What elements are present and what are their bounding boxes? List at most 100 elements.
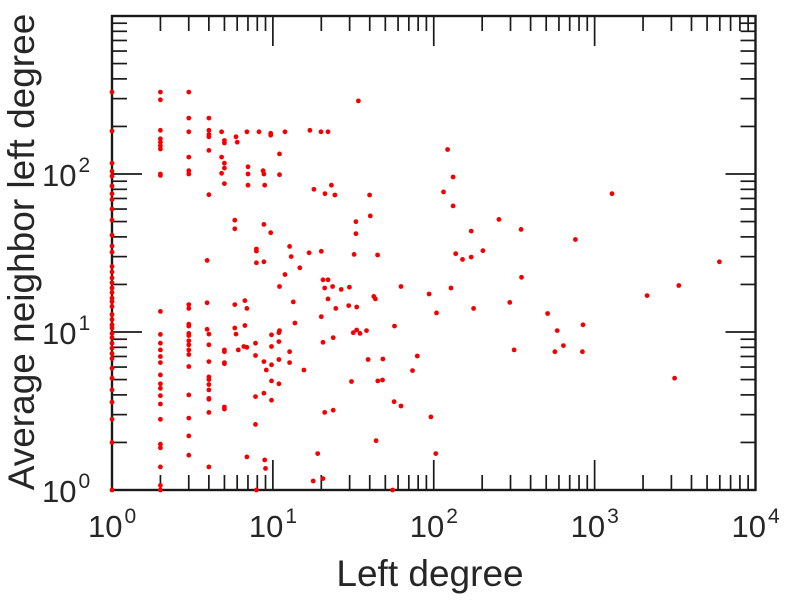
data-point	[158, 381, 163, 387]
data-point	[158, 136, 163, 142]
data-point	[109, 197, 115, 202]
data-point	[186, 302, 192, 307]
data-point	[186, 364, 192, 369]
data-point	[158, 393, 163, 399]
data-point	[186, 433, 192, 439]
x-tick-label: 100	[88, 505, 136, 544]
data-point	[206, 382, 212, 387]
data-point	[109, 340, 115, 346]
data-point	[158, 483, 163, 488]
data-point	[573, 237, 578, 242]
data-point	[206, 359, 212, 364]
data-point	[433, 451, 439, 456]
data-point	[269, 397, 274, 403]
data-point	[109, 217, 115, 223]
data-point	[109, 285, 115, 291]
data-point	[325, 277, 331, 283]
data-point	[450, 203, 456, 209]
data-point	[206, 115, 212, 121]
data-point	[219, 170, 225, 176]
data-point	[158, 416, 163, 422]
data-point	[109, 487, 115, 493]
data-point	[206, 342, 212, 348]
data-point	[234, 139, 240, 145]
data-point	[261, 259, 267, 265]
data-point	[253, 340, 258, 346]
data-point	[311, 186, 317, 192]
data-point	[206, 331, 212, 337]
data-point	[109, 128, 115, 134]
data-point	[158, 309, 163, 314]
data-point	[244, 454, 250, 460]
data-point	[261, 359, 267, 364]
data-point	[318, 129, 324, 135]
data-point	[276, 381, 282, 387]
data-point	[109, 168, 115, 174]
data-point	[254, 260, 259, 266]
data-point	[346, 303, 352, 308]
data-point	[109, 232, 115, 238]
data-point	[297, 265, 303, 271]
data-point	[109, 356, 115, 361]
data-point	[253, 353, 258, 358]
data-point	[186, 154, 192, 160]
data-point	[306, 250, 312, 256]
data-point	[186, 452, 192, 458]
data-point	[434, 310, 439, 316]
data-point	[398, 403, 404, 409]
data-point	[375, 378, 381, 384]
data-point	[414, 353, 420, 359]
data-point	[244, 344, 250, 350]
data-point	[244, 306, 250, 311]
data-point	[186, 323, 192, 329]
data-point	[428, 414, 434, 420]
data-point	[109, 312, 115, 317]
data-point	[186, 342, 192, 348]
data-point	[353, 231, 359, 237]
data-point	[392, 323, 397, 329]
data-point	[468, 254, 474, 260]
data-point	[364, 328, 369, 333]
data-point	[561, 343, 566, 348]
data-point	[222, 406, 227, 412]
data-point	[276, 339, 282, 344]
data-point	[468, 228, 474, 234]
data-point	[206, 464, 212, 470]
data-point	[109, 89, 115, 95]
data-point	[206, 192, 212, 198]
data-point	[253, 394, 258, 399]
data-point	[254, 248, 259, 254]
data-point	[109, 280, 115, 286]
data-point	[322, 285, 328, 291]
data-point	[186, 338, 192, 344]
data-point	[158, 97, 163, 103]
data-point	[242, 298, 248, 303]
data-point	[109, 365, 115, 371]
data-point	[545, 311, 550, 316]
data-point	[373, 296, 378, 302]
data-point	[301, 367, 307, 373]
data-point	[158, 372, 163, 378]
data-point	[158, 143, 163, 149]
data-point	[158, 173, 163, 178]
data-point	[109, 304, 115, 309]
data-point	[552, 349, 558, 355]
data-point	[330, 284, 335, 289]
data-point	[109, 399, 115, 405]
data-point	[318, 248, 324, 254]
data-point	[222, 349, 227, 355]
data-point	[318, 314, 324, 320]
data-point	[186, 347, 192, 353]
data-point	[347, 284, 352, 290]
data-point	[373, 438, 379, 444]
data-point	[222, 361, 227, 367]
data-point	[480, 248, 486, 254]
data-point	[158, 127, 163, 133]
data-point	[206, 134, 212, 140]
data-point	[580, 322, 586, 328]
data-point	[282, 129, 288, 135]
data-point	[460, 257, 465, 262]
